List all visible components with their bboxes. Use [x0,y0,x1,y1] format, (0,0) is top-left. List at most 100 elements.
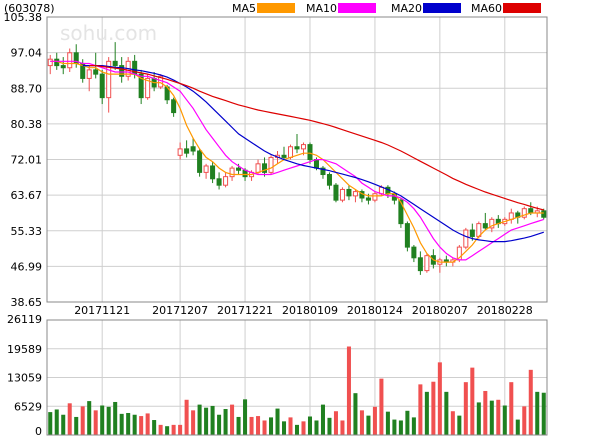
candle [106,57,112,113]
candle [112,42,118,70]
volume-bar [288,417,293,435]
candle-body [398,199,404,225]
volume-bar [509,382,514,435]
volume-tick-label: 0 [35,425,42,438]
volume-bar [223,409,228,435]
volume-bar [483,390,488,435]
volume-bar [476,402,481,435]
candle [495,215,501,228]
candle [86,65,92,92]
volume-bar [424,391,429,435]
legend-swatch [338,3,376,13]
volume-bar [307,416,312,435]
volume-bar [93,410,98,435]
volume-bar [184,399,189,435]
candle-body [99,73,105,99]
candle-body [411,246,417,259]
legend-swatch [257,3,295,13]
candle-body [119,65,125,77]
candle-body [482,223,488,229]
candle [424,253,430,273]
candle [489,217,495,233]
candle-body [138,73,144,99]
volume-bar [282,421,287,435]
volume-bar [269,417,274,435]
candle-body [210,165,216,180]
legend-swatch [423,3,461,13]
candle-body [106,60,112,99]
candle-body [352,191,358,197]
candle [184,140,190,158]
volume-bar [48,412,53,435]
volume-bar [379,378,384,435]
candle [404,221,410,252]
price-y-axis: 105.38 97.04 88.70 80.38 72.01 63.67 55.33 46.9… [4,11,43,309]
price-tick-label: 72.01 [11,154,43,167]
price-frame [46,16,548,303]
volume-bar [106,406,111,435]
volume-bar [437,362,442,435]
ma-line-ma10 [50,60,544,261]
volume-bar [353,393,358,435]
candle [171,97,177,117]
candle [541,208,547,220]
candle [320,165,326,179]
volume-bars [48,346,546,435]
candle [508,208,514,224]
candle [326,172,332,190]
candle-body [268,156,274,173]
candle [521,206,527,220]
candle-body [320,167,326,176]
volume-bar [340,420,345,435]
candle-body [404,223,410,248]
volume-bar [158,424,163,435]
volume-bar [444,391,449,435]
volume-bar [535,391,540,435]
candle [216,172,222,190]
volume-bar [197,404,202,435]
volume-tick-label: 6529 [14,400,42,413]
volume-bar [470,367,475,435]
candle [333,183,339,203]
candle-body [112,60,118,67]
candles [47,42,547,275]
x-tick-label: 20171207 [152,304,208,317]
candle-body [197,150,203,173]
volume-bar [294,424,300,435]
candle [281,146,287,160]
candle [411,244,417,263]
volume-bar [457,415,462,435]
volume-bar [418,384,423,435]
candle [223,172,229,188]
frame [46,16,548,436]
candle [177,142,183,160]
volume-bar [217,414,222,435]
candle-body [177,148,183,156]
volume-tick-label: 13059 [7,372,42,385]
candle-body [372,193,378,201]
volume-bar [314,420,319,435]
price-tick-label: 80.38 [11,118,43,131]
price-tick-label: 105.38 [4,11,43,24]
candle-body [145,77,151,99]
volume-bar [171,424,176,435]
volume-bar [320,404,325,435]
price-tick-label: 55.33 [11,225,43,238]
x-axis: 20171121 20171207 20171221 20180109 20180124… [74,304,533,317]
volume-bar [398,420,403,435]
legend-swatch [503,3,541,13]
candle [359,189,365,203]
volume-bar [87,401,92,435]
volume-bar [496,399,501,435]
price-tick-label: 63.67 [11,189,43,202]
candle [67,48,73,73]
legend: MA5 MA10 MA20 MA60 [232,2,541,15]
candle [203,163,209,179]
volume-bar [152,420,157,435]
candle [119,57,125,83]
candle [372,191,378,203]
volume-bar [262,420,267,435]
candle [469,223,475,241]
volume-bar [139,416,144,435]
